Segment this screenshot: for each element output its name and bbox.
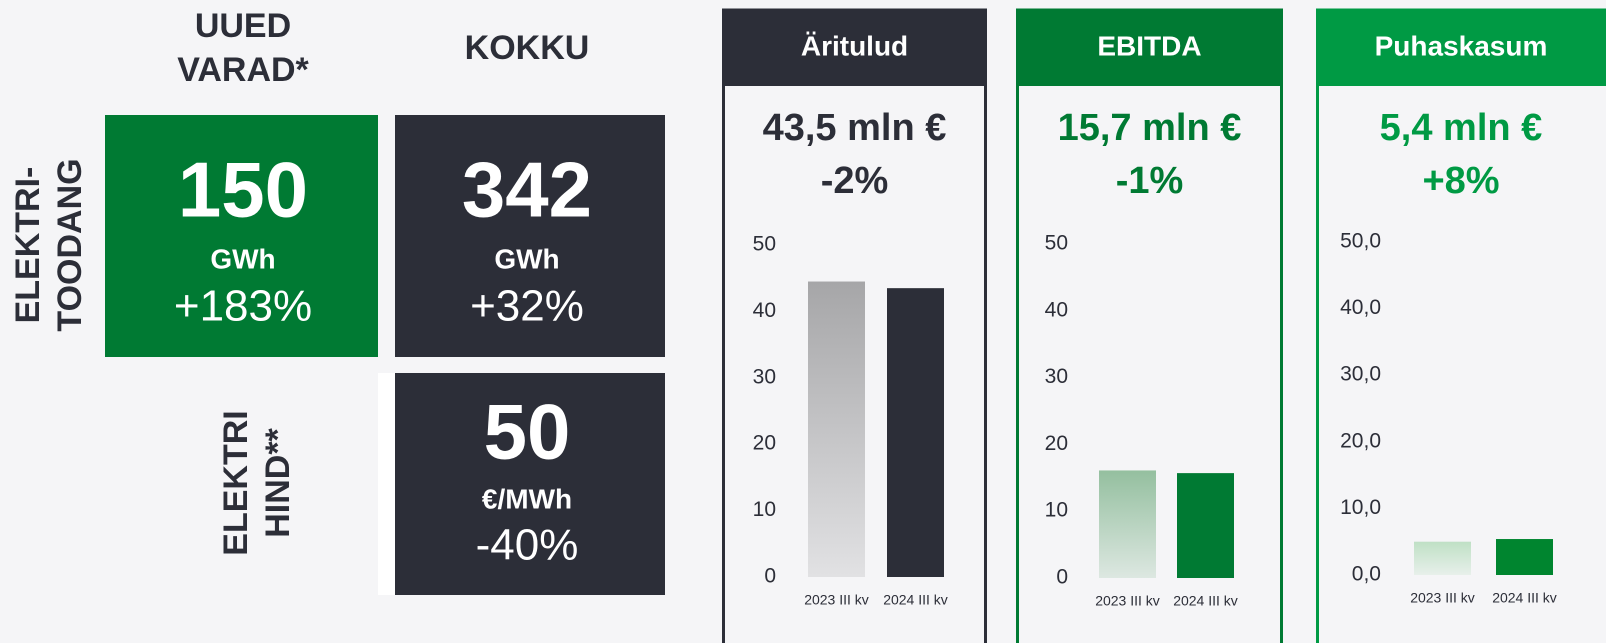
y-tick-label: 50: [753, 233, 776, 256]
y-tick-label: 40: [1045, 298, 1068, 321]
row-label: ELEKTRI: [217, 410, 255, 555]
tile-change: -40%: [476, 521, 579, 570]
panel-title: Äritulud: [801, 30, 908, 61]
header-new: UUED: [195, 7, 291, 45]
y-tick-label: 50: [1045, 232, 1068, 255]
y-tick-label: 20: [1045, 432, 1068, 455]
panel-title: Puhaskasum: [1375, 30, 1548, 61]
header-new: VARAD*: [177, 51, 309, 89]
y-tick-label: 10: [1045, 499, 1068, 522]
headline: 43,5 mln €: [763, 107, 947, 149]
panel-header: [1316, 10, 1606, 86]
tile-gap: [378, 373, 395, 595]
tile-change: +32%: [470, 282, 584, 331]
y-tick-label: 30,0: [1340, 363, 1381, 386]
y-tick-label: 10: [753, 498, 776, 521]
y-tick-label: 20: [753, 432, 776, 455]
row-label: HIND**: [259, 427, 297, 537]
panel-header: [1016, 10, 1283, 86]
tile: [395, 115, 665, 357]
y-tick-label: 0,0: [1352, 563, 1381, 586]
y-tick-label: 30: [753, 365, 776, 388]
y-tick-label: 40,0: [1340, 296, 1381, 319]
bar: [808, 281, 865, 577]
x-tick-label: 2024 III kv: [1492, 590, 1557, 606]
y-tick-label: 0: [1056, 566, 1068, 589]
row-label: TOODANG: [51, 158, 89, 331]
tile-value: 50: [484, 388, 571, 476]
x-tick-label: 2023 III kv: [1410, 590, 1475, 606]
bar: [1177, 473, 1234, 578]
tile: [395, 373, 665, 595]
headline-change: +8%: [1422, 160, 1499, 202]
y-tick-label: 30: [1045, 365, 1068, 388]
y-tick-label: 50,0: [1340, 230, 1381, 253]
tile-value: 342: [462, 146, 592, 234]
headline: 5,4 mln €: [1380, 107, 1543, 149]
headline: 15,7 mln €: [1058, 107, 1242, 149]
bar: [1414, 541, 1471, 575]
x-tick-label: 2024 III kv: [883, 592, 948, 608]
panel-title: EBITDA: [1097, 30, 1201, 61]
headline-change: -2%: [821, 160, 889, 202]
bar: [1099, 470, 1156, 578]
tile-unit: GWh: [210, 243, 275, 274]
panel-header: [722, 10, 987, 86]
y-tick-label: 40: [753, 299, 776, 322]
y-tick-label: 20,0: [1340, 429, 1381, 452]
bar: [1496, 539, 1553, 575]
headline-change: -1%: [1116, 160, 1184, 202]
y-tick-label: 0: [764, 565, 776, 588]
y-tick-label: 10,0: [1340, 496, 1381, 519]
row-label: ELEKTRI-: [9, 167, 47, 324]
x-tick-label: 2024 III kv: [1173, 593, 1238, 609]
header-total: KOKKU: [465, 29, 590, 67]
x-tick-label: 2023 III kv: [804, 592, 869, 608]
tile-change: +183%: [174, 282, 312, 331]
tile: [105, 115, 378, 357]
x-tick-label: 2023 III kv: [1095, 593, 1160, 609]
bar: [887, 288, 944, 577]
tile-unit: €/MWh: [482, 483, 572, 514]
tile-value: 150: [178, 146, 308, 234]
tile-unit: GWh: [494, 243, 559, 274]
